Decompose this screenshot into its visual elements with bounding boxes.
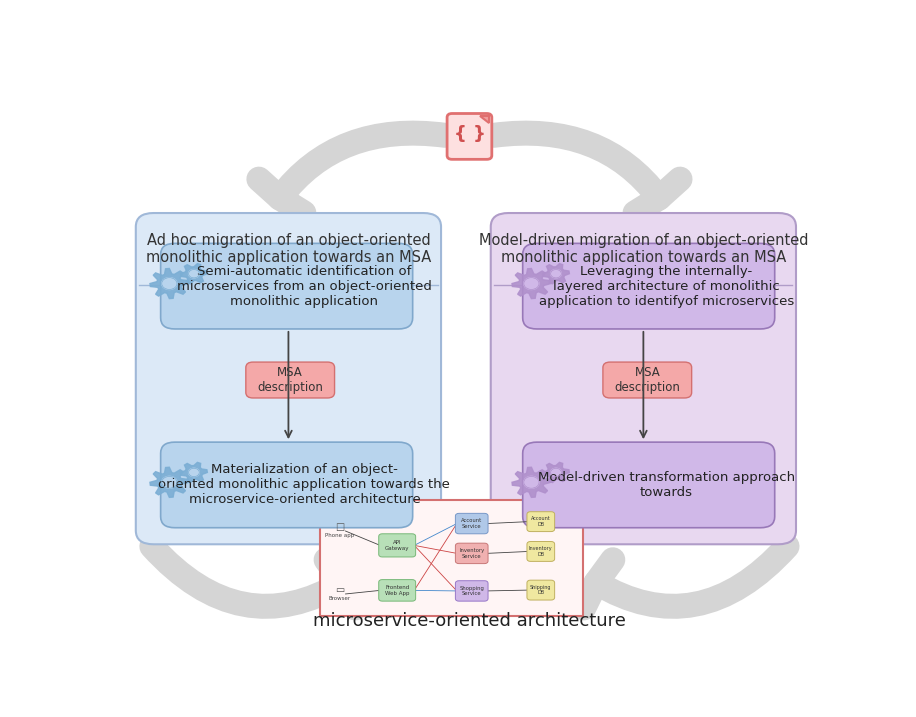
Polygon shape <box>180 462 207 483</box>
Text: microservice-oriented architecture: microservice-oriented architecture <box>313 612 626 630</box>
Circle shape <box>551 270 562 278</box>
Polygon shape <box>150 268 189 298</box>
Text: MSA
description: MSA description <box>257 366 323 394</box>
Text: Phone app: Phone app <box>325 533 354 538</box>
Circle shape <box>162 277 177 290</box>
Text: { }: { } <box>453 125 485 143</box>
Text: API
Gateway: API Gateway <box>385 540 409 551</box>
Text: Frontend
Web App: Frontend Web App <box>385 585 409 596</box>
Circle shape <box>189 270 200 278</box>
FancyBboxPatch shape <box>455 513 488 533</box>
Text: Browser: Browser <box>329 597 351 602</box>
FancyBboxPatch shape <box>447 113 492 159</box>
Text: □: □ <box>335 522 344 532</box>
Polygon shape <box>180 264 207 284</box>
Circle shape <box>551 468 562 477</box>
FancyBboxPatch shape <box>491 213 796 544</box>
FancyBboxPatch shape <box>136 213 441 544</box>
Text: Ad hoc migration of an object-oriented
monolithic application towards an MSA: Ad hoc migration of an object-oriented m… <box>146 233 431 265</box>
Text: Inventory
Service: Inventory Service <box>459 548 485 559</box>
FancyBboxPatch shape <box>527 541 554 561</box>
Circle shape <box>524 277 539 290</box>
Polygon shape <box>480 115 489 123</box>
FancyBboxPatch shape <box>378 533 416 557</box>
FancyBboxPatch shape <box>523 442 775 528</box>
Text: MSA
description: MSA description <box>615 366 681 394</box>
FancyBboxPatch shape <box>603 362 692 398</box>
Text: Account
Service: Account Service <box>461 518 483 529</box>
Polygon shape <box>542 264 570 284</box>
Circle shape <box>162 476 177 488</box>
FancyBboxPatch shape <box>160 442 412 528</box>
Polygon shape <box>150 467 189 498</box>
Polygon shape <box>512 268 551 298</box>
Text: Leveraging the internally-
layered architecture of monolithic
application to ide: Leveraging the internally- layered archi… <box>539 265 794 308</box>
FancyBboxPatch shape <box>523 243 775 329</box>
FancyBboxPatch shape <box>455 543 488 564</box>
Polygon shape <box>542 462 570 483</box>
Circle shape <box>524 476 539 488</box>
FancyBboxPatch shape <box>245 362 334 398</box>
FancyBboxPatch shape <box>455 581 488 601</box>
Polygon shape <box>512 467 551 498</box>
Text: Model-driven transformation approach
towards: Model-driven transformation approach tow… <box>538 471 795 499</box>
Text: Semi-automatic identification of
microservices from an object-oriented
monolithi: Semi-automatic identification of microse… <box>177 265 431 308</box>
Text: Shipping
DB: Shipping DB <box>530 584 551 596</box>
FancyBboxPatch shape <box>321 500 583 616</box>
FancyBboxPatch shape <box>378 579 416 601</box>
Text: Materialization of an object-
oriented monolithic application towards the
micros: Materialization of an object- oriented m… <box>158 463 451 506</box>
FancyBboxPatch shape <box>527 580 554 600</box>
Text: Model-driven migration of an object-oriented
monolithic application towards an M: Model-driven migration of an object-orie… <box>479 233 808 265</box>
Circle shape <box>189 468 200 477</box>
Text: Account
DB: Account DB <box>531 516 551 527</box>
Text: Inventory
DB: Inventory DB <box>529 546 552 557</box>
Text: Shopping
Service: Shopping Service <box>459 586 485 597</box>
FancyBboxPatch shape <box>160 243 412 329</box>
FancyBboxPatch shape <box>527 512 554 531</box>
Text: ▭: ▭ <box>335 585 344 595</box>
